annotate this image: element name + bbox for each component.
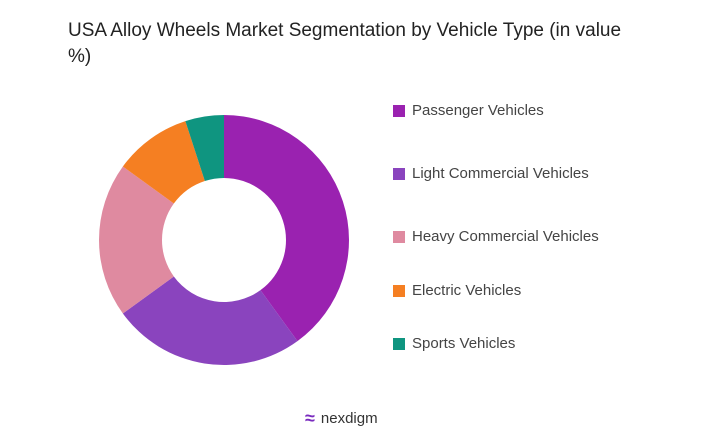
- legend-item: Passenger Vehicles: [393, 102, 544, 119]
- slice-electric-vehicles: [122, 121, 205, 204]
- legend-item: Heavy Commercial Vehicles: [393, 228, 599, 245]
- legend-swatch: [393, 337, 405, 350]
- slice-sports-vehicles: [185, 115, 224, 182]
- slice-heavy-commercial-vehicles: [99, 166, 174, 314]
- legend-item: Sports Vehicles: [393, 335, 515, 352]
- legend-swatch: [393, 104, 405, 117]
- legend-swatch: [393, 230, 405, 243]
- brand-logo: ≈ nexdigm: [305, 408, 378, 429]
- legend-item: Electric Vehicles: [393, 282, 521, 299]
- slice-passenger-vehicles: [224, 115, 350, 342]
- legend-item: Light Commercial Vehicles: [393, 165, 589, 182]
- legend-swatch: [393, 284, 405, 297]
- slice-light-commercial-vehicles: [122, 276, 298, 365]
- legend-label: Heavy Commercial Vehicles: [412, 228, 599, 245]
- legend-label: Passenger Vehicles: [412, 102, 544, 119]
- legend-label: Electric Vehicles: [412, 282, 522, 299]
- legend-label: Sports Vehicles: [412, 335, 516, 352]
- nexdigm-logo-icon: ≈: [305, 408, 315, 428]
- legend-swatch: [393, 167, 405, 180]
- legend-label: Light Commercial Vehicles: [412, 165, 589, 182]
- brand-name: nexdigm: [320, 410, 378, 427]
- chart-title: USA Alloy Wheels Market Segmentation by …: [68, 20, 622, 67]
